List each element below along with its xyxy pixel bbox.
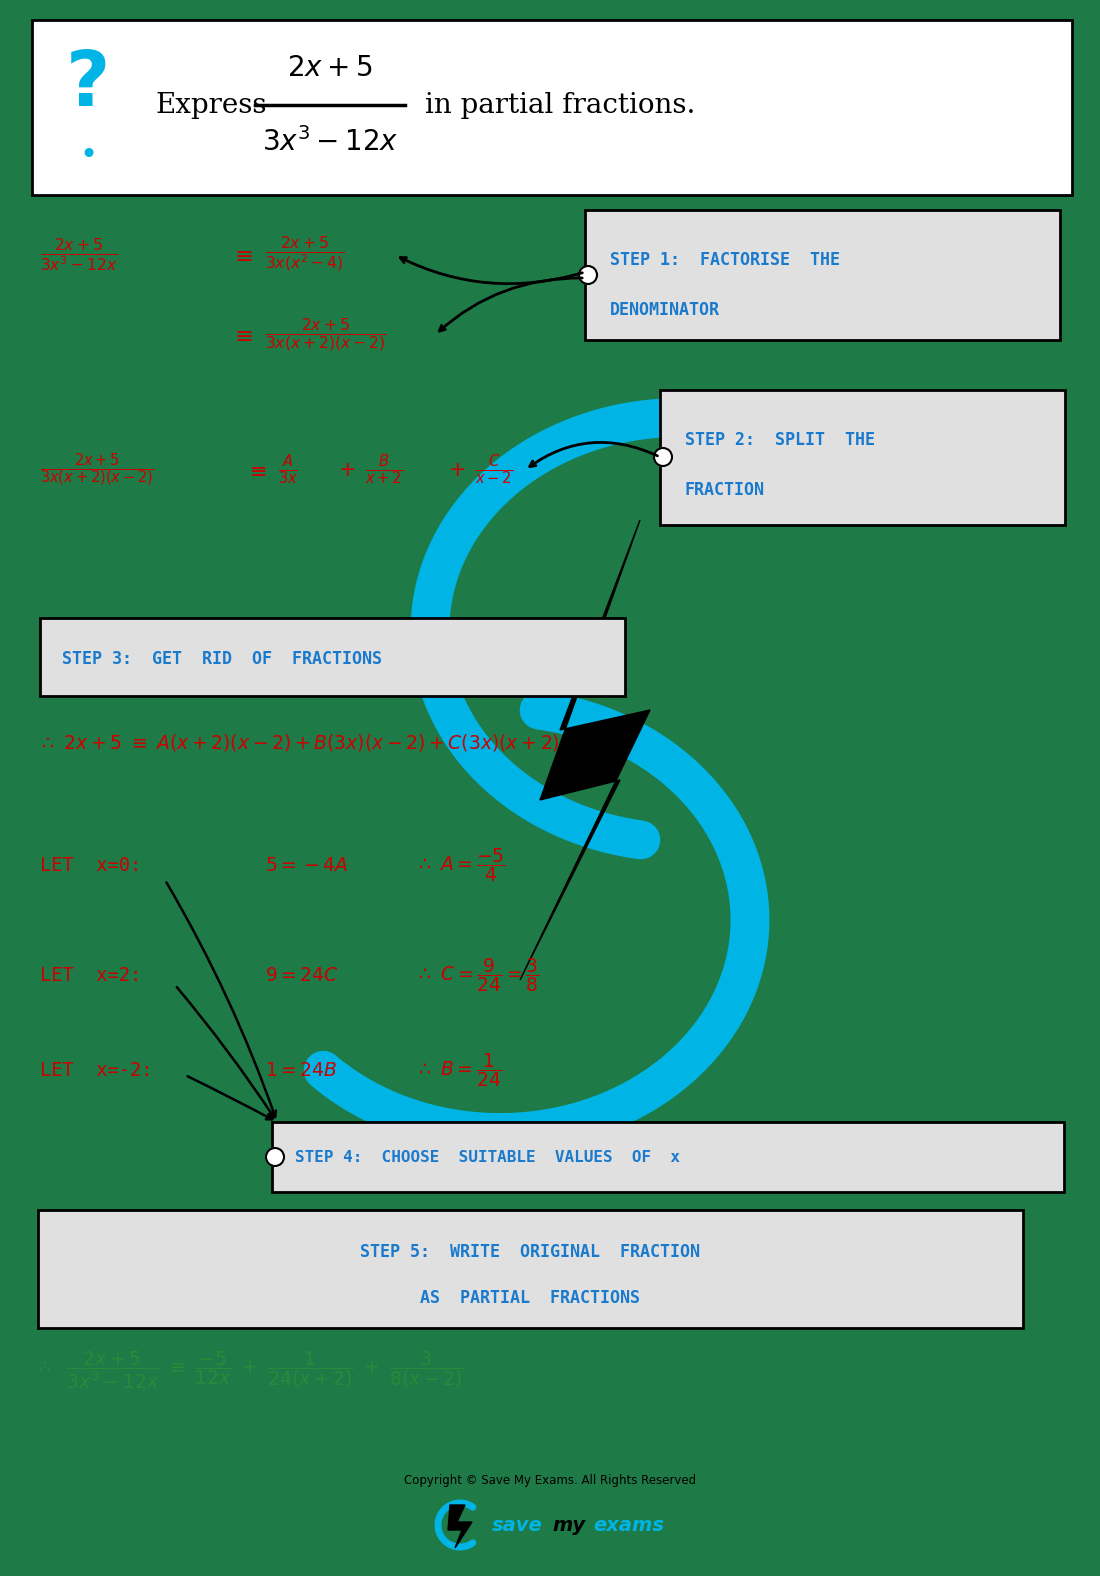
Text: $\therefore\ C=\dfrac{9}{24}=\dfrac{3}{8}$: $\therefore\ C=\dfrac{9}{24}=\dfrac{3}{8… xyxy=(415,957,540,994)
Text: $\frac{2x+5}{3x^3-12x}$: $\frac{2x+5}{3x^3-12x}$ xyxy=(40,236,118,274)
Text: $5=-4A$: $5=-4A$ xyxy=(265,856,349,875)
Circle shape xyxy=(266,1147,284,1166)
Text: STEP 3:  GET  RID  OF  FRACTIONS: STEP 3: GET RID OF FRACTIONS xyxy=(62,649,382,668)
Text: exams: exams xyxy=(593,1516,664,1535)
Text: DENOMINATOR: DENOMINATOR xyxy=(610,301,720,318)
Text: $\frac{2x+5}{3x(x^2-4)}$: $\frac{2x+5}{3x(x^2-4)}$ xyxy=(265,235,344,276)
Text: AS  PARTIAL  FRACTIONS: AS PARTIAL FRACTIONS xyxy=(420,1289,640,1307)
Text: $\equiv$: $\equiv$ xyxy=(230,244,253,265)
Text: •: • xyxy=(79,140,97,170)
Text: STEP 1:  FACTORISE  THE: STEP 1: FACTORISE THE xyxy=(610,251,840,269)
Text: $\therefore\ A=\dfrac{-5}{4}$: $\therefore\ A=\dfrac{-5}{4}$ xyxy=(415,846,506,884)
Text: LET  x=-2:: LET x=-2: xyxy=(40,1061,153,1080)
Text: $\frac{C}{x-2}$: $\frac{C}{x-2}$ xyxy=(475,452,514,487)
Text: ?: ? xyxy=(66,47,110,121)
FancyBboxPatch shape xyxy=(40,618,625,697)
Text: STEP 2:  SPLIT  THE: STEP 2: SPLIT THE xyxy=(685,430,874,449)
Text: my: my xyxy=(552,1516,585,1535)
Text: LET  x=2:: LET x=2: xyxy=(40,966,141,985)
Text: STEP 5:  WRITE  ORIGINAL  FRACTION: STEP 5: WRITE ORIGINAL FRACTION xyxy=(360,1243,700,1261)
Text: FRACTION: FRACTION xyxy=(685,481,764,500)
Text: LET  x=0:: LET x=0: xyxy=(40,856,141,875)
FancyBboxPatch shape xyxy=(39,1210,1023,1329)
Text: $\equiv$: $\equiv$ xyxy=(230,325,253,345)
Text: $1=24B$: $1=24B$ xyxy=(265,1061,338,1080)
Text: $2x + 5$: $2x + 5$ xyxy=(287,55,373,82)
FancyBboxPatch shape xyxy=(272,1122,1064,1191)
FancyBboxPatch shape xyxy=(585,210,1060,340)
Text: $+$: $+$ xyxy=(448,460,465,481)
Text: $9=24C$: $9=24C$ xyxy=(265,966,339,985)
FancyBboxPatch shape xyxy=(660,389,1065,525)
Text: $+$: $+$ xyxy=(338,460,355,481)
Circle shape xyxy=(654,448,672,466)
Polygon shape xyxy=(448,1505,472,1548)
Circle shape xyxy=(579,266,597,284)
Text: in partial fractions.: in partial fractions. xyxy=(425,91,695,118)
Text: $\therefore\ B=\dfrac{1}{24}$: $\therefore\ B=\dfrac{1}{24}$ xyxy=(415,1051,502,1089)
Text: $\therefore\ \ \dfrac{2x+5}{3x^3-12x}\ \equiv\ \dfrac{-5}{12x}\ +\ \dfrac{1}{24(: $\therefore\ \ \dfrac{2x+5}{3x^3-12x}\ \… xyxy=(35,1349,464,1390)
Text: save: save xyxy=(492,1516,542,1535)
Text: STEP 4:  CHOOSE  SUITABLE  VALUES  OF  x: STEP 4: CHOOSE SUITABLE VALUES OF x xyxy=(295,1149,680,1165)
Text: Copyright © Save My Exams. All Rights Reserved: Copyright © Save My Exams. All Rights Re… xyxy=(404,1474,696,1486)
Text: $\frac{A}{3x}$: $\frac{A}{3x}$ xyxy=(278,452,298,487)
FancyBboxPatch shape xyxy=(32,20,1072,195)
Text: $3x^3 - 12x$: $3x^3 - 12x$ xyxy=(262,128,398,158)
Text: Express: Express xyxy=(155,91,266,118)
Text: $\frac{B}{x+2}$: $\frac{B}{x+2}$ xyxy=(365,452,404,487)
Text: $\frac{2x+5}{3x(x+2)(x-2)}$: $\frac{2x+5}{3x(x+2)(x-2)}$ xyxy=(40,451,154,489)
Text: $\therefore\ 2x+5\ \equiv\ A(x+2)(x-2)+B(3x)(x-2)+C(3x)(x+2)$: $\therefore\ 2x+5\ \equiv\ A(x+2)(x-2)+B… xyxy=(39,731,560,752)
Text: $\frac{2x+5}{3x(x+2)(x-2)}$: $\frac{2x+5}{3x(x+2)(x-2)}$ xyxy=(265,317,387,355)
Text: $\equiv$: $\equiv$ xyxy=(245,460,266,481)
Polygon shape xyxy=(520,520,650,980)
